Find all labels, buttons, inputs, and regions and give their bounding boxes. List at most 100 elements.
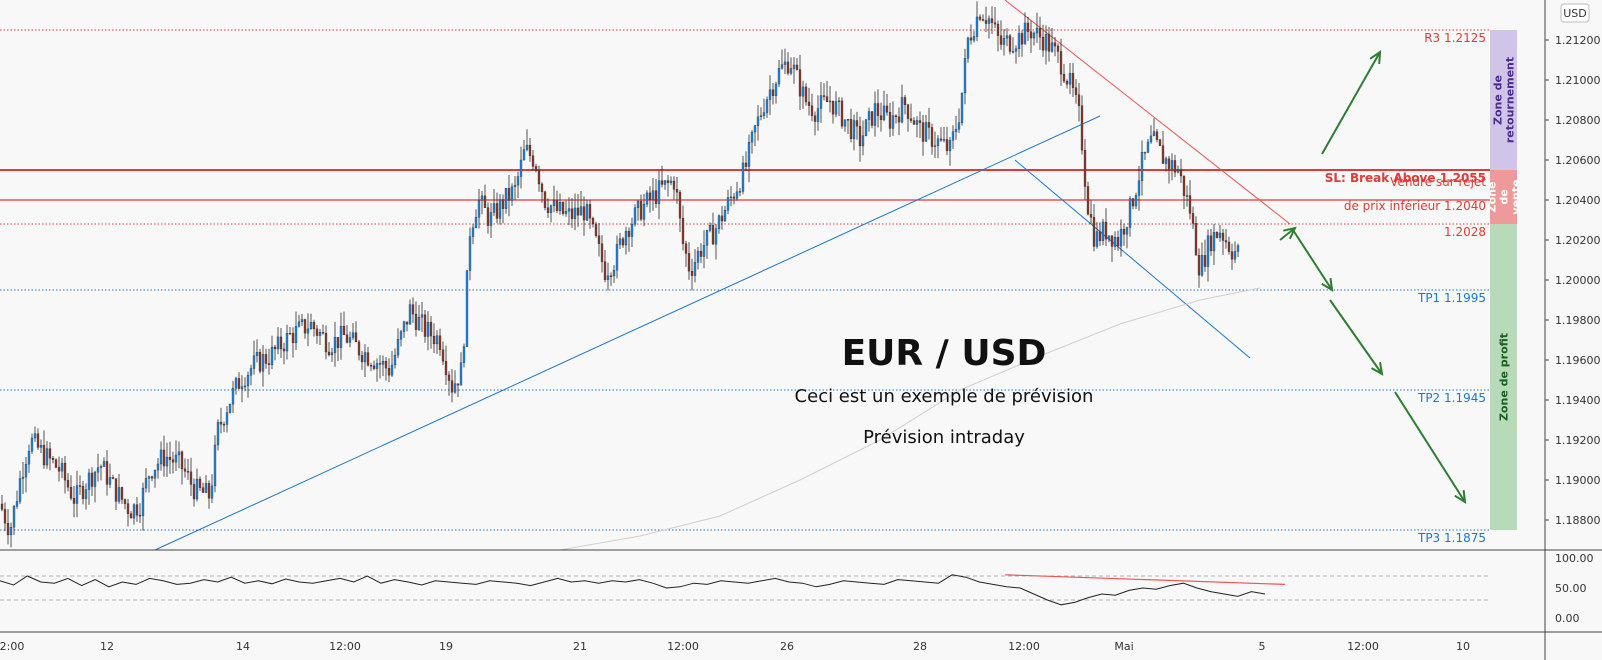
candle-body [528, 144, 532, 156]
candle-body [390, 364, 394, 376]
candle-body [663, 180, 667, 185]
price-tick-label-7: 1.19800 [1555, 314, 1601, 327]
candle-body [1068, 73, 1072, 85]
candle-body [672, 180, 676, 190]
candle-body [606, 275, 610, 280]
candle-body [957, 122, 961, 130]
candle-body [729, 196, 733, 199]
candle-body [375, 363, 379, 369]
arrow-down-2 [1329, 299, 1383, 375]
candle-body [936, 138, 940, 146]
candle-body [1041, 36, 1045, 51]
candle-body [336, 337, 340, 348]
candle-body [12, 506, 16, 528]
arrow-down-3-head [1454, 489, 1467, 504]
candle-body [411, 304, 415, 315]
candle-body [747, 142, 751, 167]
zone-label-1-0: Zone [1486, 182, 1499, 213]
candle-body [567, 208, 571, 212]
candle-body [612, 269, 616, 277]
candle-body [237, 378, 241, 389]
candle-body [303, 319, 307, 334]
candle-body [894, 115, 898, 118]
chart-subtitle-1: Ceci est un exemple de prévision [795, 386, 1094, 407]
candle-body [603, 261, 607, 280]
candle-body [327, 351, 331, 356]
candle-body [120, 487, 124, 500]
arrow-up-head [1369, 50, 1382, 65]
candle-body [507, 188, 511, 201]
arrow-stub [1279, 227, 1296, 241]
candle-body [912, 120, 916, 125]
candle-body [306, 328, 310, 334]
candle-body [780, 64, 784, 69]
candle-body [888, 112, 892, 129]
candle-body [294, 326, 298, 343]
candle-body [1053, 42, 1057, 47]
candle-body [372, 365, 376, 369]
candle-body [648, 192, 652, 200]
candle-body [360, 355, 364, 363]
candle-body [549, 205, 553, 213]
price-tick-label-2: 1.20800 [1555, 114, 1601, 127]
candle-body [1107, 235, 1111, 240]
candle-body [465, 270, 469, 347]
candle-body [852, 120, 856, 140]
candle-body [117, 487, 121, 502]
candle-body [693, 262, 697, 276]
candle-body [462, 346, 466, 363]
candle-body [969, 37, 973, 41]
candle-body [261, 354, 265, 372]
candle-body [819, 95, 823, 109]
candle-body [102, 461, 106, 467]
candle-body [750, 131, 754, 143]
candle-body [849, 119, 853, 140]
candle-body [1020, 33, 1024, 45]
candle-body [873, 103, 877, 126]
candle-body [330, 352, 334, 356]
zone-box-0 [1490, 30, 1517, 170]
candle-body [345, 334, 349, 343]
candle-body [681, 218, 685, 244]
candle-body [438, 335, 442, 350]
candle-body [384, 361, 388, 369]
candle-body [1089, 214, 1093, 218]
candle-body [525, 144, 529, 150]
candle-body [1176, 170, 1180, 173]
candle-body [243, 385, 247, 388]
candle-body [483, 195, 487, 208]
candle-body [471, 227, 475, 237]
candle-body [39, 445, 43, 448]
candle-body [885, 105, 889, 113]
candle-body [696, 250, 700, 263]
candle-body [1125, 227, 1129, 235]
price-tick-label-9: 1.19400 [1555, 394, 1601, 407]
candle-body [576, 207, 580, 216]
candle-body [9, 526, 13, 536]
candle-body [771, 89, 775, 96]
candle-body [321, 332, 325, 334]
time-tick-label-4: 19 [439, 640, 453, 653]
candle-body [87, 472, 91, 490]
candle-body [141, 487, 145, 516]
candle-body [1092, 217, 1096, 247]
candle-body [867, 111, 871, 120]
price-tick-label-12: 1.18800 [1555, 514, 1601, 527]
candle-body [93, 471, 97, 487]
candle-body [36, 433, 40, 448]
candle-body [504, 188, 508, 209]
candle-body [1002, 37, 1006, 45]
candle-body [633, 207, 637, 225]
chart-subtitle-2: Prévision intraday [863, 427, 1025, 448]
candle-body [1230, 251, 1234, 260]
candle-body [477, 199, 481, 218]
time-tick-label-7: 26 [780, 640, 794, 653]
candle-body [843, 119, 847, 127]
candle-body [459, 362, 463, 386]
candle-body [72, 498, 76, 504]
candle-body [213, 444, 217, 487]
level-label-3: 1.2028 [1444, 225, 1486, 239]
zone-label-1-2: vente [1510, 179, 1523, 214]
candle-body [153, 469, 157, 479]
rsi-tick-label-2: 0.00 [1555, 612, 1580, 625]
